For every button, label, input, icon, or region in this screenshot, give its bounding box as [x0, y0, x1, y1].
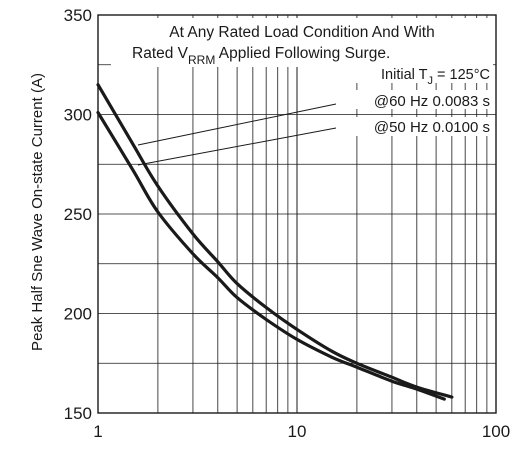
- y-tick-label: 200: [64, 305, 92, 324]
- series-label-60hz: @60 Hz 0.0083 s: [374, 93, 490, 110]
- annotation-line-3: Initial TJ = 125°C: [381, 67, 490, 87]
- leader-line-60hz: [137, 103, 337, 146]
- annotation-backdrop-3: [343, 63, 493, 83]
- series-curves: [96, 83, 454, 401]
- annotation-backdrop: [111, 18, 493, 67]
- y-tick-label: 350: [64, 6, 92, 25]
- series-label-50hz: @50 Hz 0.0100 s: [374, 119, 490, 136]
- y-tick-label: 150: [64, 404, 92, 423]
- series-line-60hz: [96, 83, 454, 399]
- annotation-line-1: At Any Rated Load Condition And With: [169, 24, 434, 41]
- y-tick-label: 300: [64, 106, 92, 125]
- leader-line-50hz: [137, 127, 337, 166]
- tick-labels: 1 10 100 150 200 250 300 350: [64, 6, 511, 441]
- series1-label-backdrop: [336, 90, 493, 109]
- series-line-50hz: [96, 110, 446, 401]
- plot-frame: [97, 14, 497, 414]
- x-tick-label: 1: [93, 422, 102, 441]
- y-axis-title: Peak Half Sne Wave On-state Current (A): [29, 73, 46, 351]
- x-tick-label: 100: [482, 422, 510, 441]
- annotation-line-2: Rated VRRM Applied Following Surge.: [132, 45, 390, 67]
- series2-label-backdrop: [336, 117, 493, 136]
- y-tick-label: 250: [64, 205, 92, 224]
- x-tick-label: 10: [288, 422, 307, 441]
